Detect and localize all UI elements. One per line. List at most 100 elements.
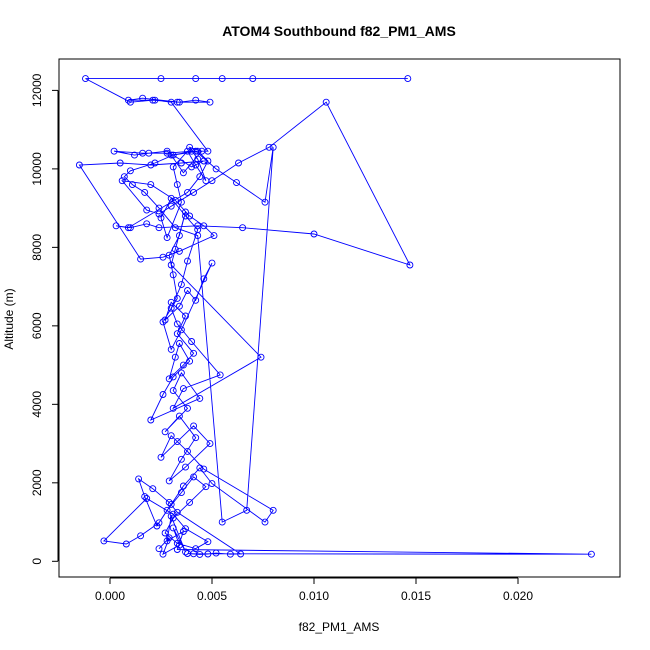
x-tick-label: 0.020 xyxy=(503,589,533,603)
data-point xyxy=(200,465,208,473)
data-point xyxy=(169,524,177,532)
data-point xyxy=(194,155,202,163)
data-point xyxy=(151,159,159,167)
data-point xyxy=(157,453,165,461)
data-point xyxy=(218,75,226,83)
data-point xyxy=(310,230,318,238)
data-point xyxy=(163,537,171,545)
data-point xyxy=(188,163,196,171)
y-tick-label: 4000 xyxy=(30,391,44,418)
data-point xyxy=(167,304,175,312)
data-point xyxy=(179,361,187,369)
data-point xyxy=(165,477,173,485)
data-point xyxy=(206,440,214,448)
data-point xyxy=(167,151,175,159)
data-point xyxy=(165,251,173,259)
chart-title: ATOM4 Southbound f82_PM1_AMS xyxy=(222,23,456,39)
data-point xyxy=(169,387,177,395)
data-point xyxy=(192,147,200,155)
data-point xyxy=(177,159,185,167)
data-point xyxy=(186,212,194,220)
data-point xyxy=(171,245,179,253)
data-point xyxy=(124,224,132,232)
data-point xyxy=(175,340,183,347)
data-point xyxy=(155,545,163,553)
data-point xyxy=(177,326,185,334)
data-point xyxy=(188,147,196,155)
data-point xyxy=(173,181,181,189)
data-point xyxy=(137,255,145,263)
data-point xyxy=(190,188,198,196)
data-point xyxy=(243,506,251,514)
data-point xyxy=(163,506,171,514)
plot-area xyxy=(75,75,595,558)
data-point xyxy=(404,75,412,83)
data-point xyxy=(179,482,187,490)
x-axis-label: f82_PM1_AMS xyxy=(299,620,380,634)
data-point xyxy=(196,550,204,558)
data-point xyxy=(322,98,330,106)
data-point xyxy=(128,181,136,189)
data-point xyxy=(169,151,177,159)
data-point xyxy=(204,550,212,558)
data-point xyxy=(167,194,175,202)
y-tick-label: 0 xyxy=(30,558,44,565)
x-tick-label: 0.010 xyxy=(299,589,329,603)
data-point xyxy=(184,550,191,557)
data-point xyxy=(82,75,89,83)
data-point xyxy=(177,281,185,289)
data-point xyxy=(261,198,269,206)
data-point xyxy=(194,232,202,240)
data-point xyxy=(192,161,200,169)
data-point xyxy=(196,394,204,402)
data-point xyxy=(163,149,171,157)
data-point xyxy=(192,545,200,553)
data-point xyxy=(182,463,189,471)
data-point xyxy=(239,224,247,232)
data-point xyxy=(161,316,169,324)
data-point xyxy=(177,489,185,497)
data-point xyxy=(406,261,414,269)
data-point xyxy=(159,253,167,261)
data-point xyxy=(182,212,189,220)
data-point xyxy=(165,375,173,383)
data-point xyxy=(202,483,210,491)
data-point xyxy=(147,161,155,169)
data-point xyxy=(159,318,167,326)
data-point xyxy=(249,75,257,83)
data-point xyxy=(126,167,134,175)
y-tick-label: 2000 xyxy=(30,469,44,496)
data-point xyxy=(147,416,155,424)
data-point xyxy=(190,422,198,430)
data-point xyxy=(212,165,220,173)
data-point xyxy=(126,98,134,106)
data-point xyxy=(169,514,177,522)
data-point xyxy=(184,257,191,265)
data-point xyxy=(151,96,159,104)
data-point xyxy=(175,412,183,420)
data-point xyxy=(179,169,187,177)
data-point xyxy=(177,198,185,206)
data-point xyxy=(182,548,189,556)
data-point xyxy=(167,202,175,210)
data-point xyxy=(200,275,208,283)
y-tick-label: 10000 xyxy=(30,152,44,186)
data-point xyxy=(116,159,124,167)
data-point xyxy=(269,506,277,514)
data-point xyxy=(167,500,175,508)
data-point xyxy=(139,94,147,102)
data-point xyxy=(175,302,183,310)
data-point xyxy=(188,338,196,345)
data-point xyxy=(118,177,126,185)
data-point xyxy=(155,224,163,232)
data-point xyxy=(163,147,171,155)
data-point xyxy=(175,541,183,549)
data-point xyxy=(186,143,194,151)
data-point xyxy=(149,485,157,493)
data-point xyxy=(139,149,147,157)
data-point xyxy=(173,320,181,328)
data-point xyxy=(143,495,151,502)
plot-frame xyxy=(58,58,621,578)
data-point xyxy=(184,287,191,294)
